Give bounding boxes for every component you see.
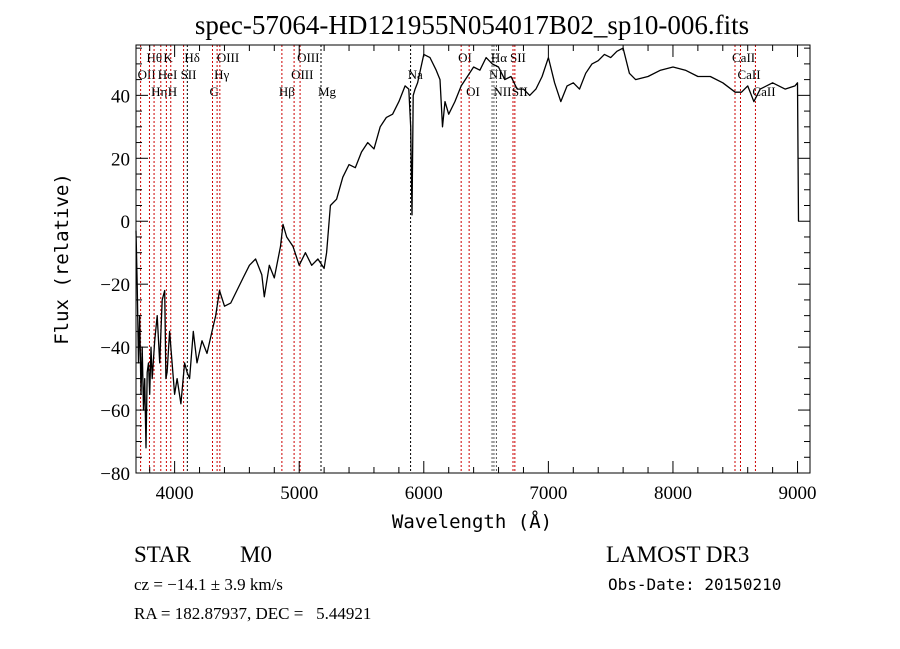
line-marker-label: G [209,84,218,99]
redshift-cz: cz = −14.1 ± 3.9 km/s [134,575,283,594]
line-marker-label: NII [493,84,511,99]
coordinates: RA = 182.87937, DEC = 5.44921 [134,604,371,623]
object-subclass: M0 [240,542,272,567]
y-tick-label: 40 [111,86,130,107]
y-tick-label: 20 [111,149,130,170]
line-marker-label: CaII [737,67,760,82]
axes: 4000 5000 6000 7000 8000 9000 −80 −60 −40 −20 0 20 4… [100,45,817,504]
y-tick-label: −80 [100,464,130,485]
line-marker-label: Hη [151,84,167,99]
line-marker-label: OIII [297,50,319,65]
x-tick-label: 7000 [529,483,567,504]
y-tick-label: −60 [100,401,130,422]
line-marker-label: HeI [158,67,178,82]
x-tick-label: 5000 [280,483,318,504]
y-tick-label: 0 [121,212,131,233]
chart-title: spec-57064-HD121955N054017B02_sp10-006.f… [195,10,749,40]
x-axis-label: Wavelength (Å) [392,510,552,533]
survey-name: LAMOST DR3 [606,542,749,567]
x-tick-label: 6000 [405,483,443,504]
line-marker-label: Mg [318,84,337,99]
line-markers: OIIHθHηHeIKHSIIHδGHγOIIIHβOIIIOIIIMgNaOI… [138,45,776,473]
line-marker-label: OIII [291,67,313,82]
line-marker-label: Hα [491,50,507,65]
line-marker-label: OI [466,84,480,99]
x-tick-label: 8000 [654,483,692,504]
line-marker-label: SII [181,67,197,82]
line-marker-label: Hβ [279,84,295,99]
y-tick-label: −20 [100,275,130,296]
line-marker-label: SII [510,50,526,65]
line-marker-label: OIII [217,50,239,65]
x-tick-label: 9000 [779,483,817,504]
line-marker-label: CaII [752,84,775,99]
plot-frame [135,44,811,474]
line-marker-label: H [168,84,177,99]
line-marker-label: OI [458,50,472,65]
line-marker-label: Hγ [214,67,229,82]
line-marker-label: OII [138,67,156,82]
line-marker-label: CaII [732,50,755,65]
line-marker-label: K [163,50,173,65]
series-line-spectrum [135,47,800,449]
line-marker-label: Hδ [184,50,200,65]
y-tick-label: −40 [100,338,130,359]
obs-date: Obs-Date: 20150210 [608,575,781,594]
y-axis-label: Flux (relative) [51,173,73,345]
object-class: STAR [134,542,192,567]
series-layer [135,47,800,449]
x-tick-label: 4000 [156,483,194,504]
